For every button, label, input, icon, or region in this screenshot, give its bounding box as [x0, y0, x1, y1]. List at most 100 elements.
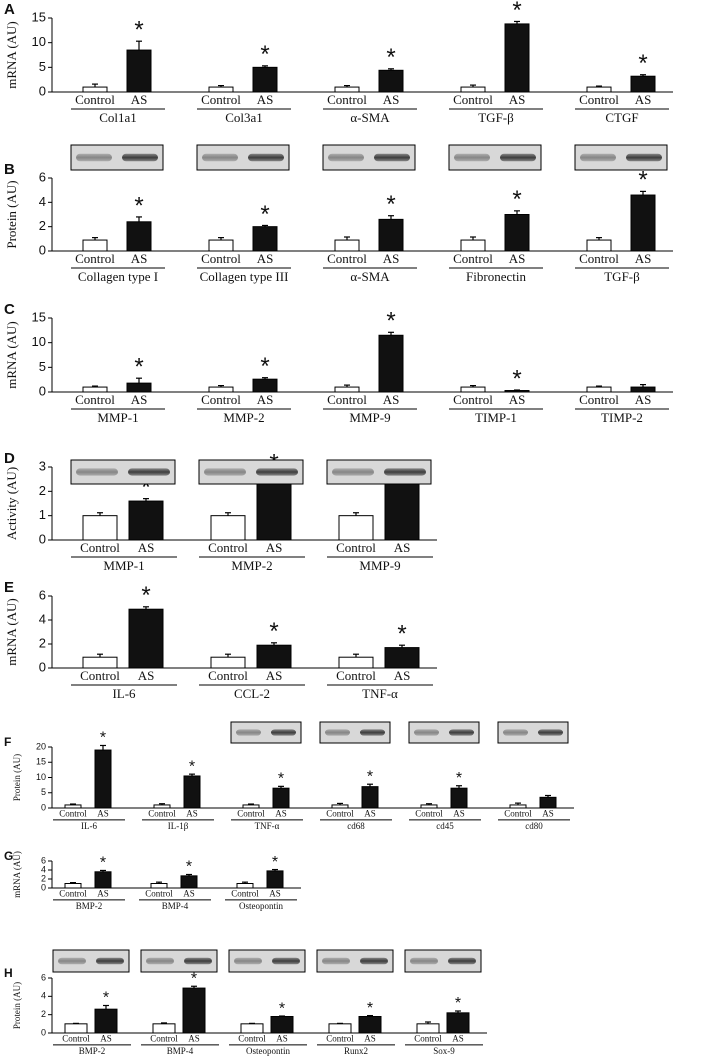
group-label: AS [509, 92, 526, 107]
blot-band [271, 729, 296, 736]
x-tick-label: Col3a1 [225, 110, 263, 125]
x-tick-label: TIMP-2 [601, 410, 643, 425]
x-tick-label: IL-6 [112, 686, 136, 701]
group-label: AS [635, 392, 652, 407]
y-tick-label: 0 [39, 531, 46, 546]
blot-band [256, 468, 298, 476]
group-label: Control [326, 808, 354, 818]
bar [334, 239, 360, 252]
bar [450, 787, 468, 809]
x-tick-label: Fibronectin [466, 269, 526, 284]
significance: * [638, 167, 647, 194]
bar [94, 749, 112, 809]
x-tick-label: MMP-1 [103, 558, 144, 573]
blot-band [454, 153, 490, 162]
panel-letter: F [4, 735, 11, 749]
bar [460, 239, 486, 252]
group-label: AS [542, 808, 554, 818]
x-tick-label: BMP-4 [167, 1046, 194, 1056]
significance: * [141, 474, 150, 501]
bar [416, 1023, 440, 1034]
group-label: AS [97, 888, 109, 898]
group-label: AS [188, 1033, 200, 1043]
group-label: Control [414, 1033, 442, 1043]
blot-band [122, 153, 158, 162]
significance: * [134, 354, 143, 381]
x-tick-label: TGF-β [478, 110, 514, 125]
blot-band [414, 729, 439, 736]
bar [94, 1008, 118, 1034]
blot [230, 721, 302, 744]
significance: * [100, 730, 106, 747]
x-tick-label: MMP-9 [359, 558, 400, 573]
y-tick-label: 0 [39, 242, 46, 257]
bar [210, 656, 246, 669]
group-label: Control [75, 251, 115, 266]
y-tick-label: 6 [41, 972, 46, 982]
group-label: AS [266, 540, 283, 555]
x-tick-label: Osteopontin [239, 901, 283, 911]
x-tick-label: α-SMA [350, 110, 390, 125]
significance: * [272, 854, 278, 871]
group-label: Control [336, 668, 376, 683]
blot-band [384, 468, 426, 476]
bar [586, 239, 612, 252]
bar [126, 382, 152, 393]
bar [236, 883, 254, 889]
blot [497, 721, 569, 744]
x-tick-label: Runx2 [344, 1046, 368, 1056]
blot-band [500, 153, 536, 162]
bar [252, 226, 278, 252]
x-tick-label: Col1a1 [99, 110, 137, 125]
group-label: Control [326, 1033, 354, 1043]
blot-band [580, 153, 616, 162]
y-tick-label: 5 [39, 359, 46, 374]
group-label: Control [453, 92, 493, 107]
y-axis-label: mRNA (AU) [4, 321, 19, 389]
blot-band [204, 468, 246, 476]
group-label: AS [131, 251, 148, 266]
blot [52, 949, 130, 973]
x-tick-label: MMP-2 [231, 558, 272, 573]
group-label: AS [138, 668, 155, 683]
group-label: AS [183, 888, 195, 898]
y-tick-label: 10 [36, 772, 46, 782]
group-label: AS [257, 251, 274, 266]
significance: * [103, 990, 109, 1007]
panel: H Protein (AU) 0 2 4 6 Control AS * BMP-2 Control A… [4, 949, 487, 1056]
y-tick-label: 0 [41, 1027, 46, 1037]
bar [182, 987, 206, 1034]
x-tick-label: cd68 [347, 821, 365, 831]
bar [338, 656, 374, 669]
group-label: AS [452, 1033, 464, 1043]
x-tick-label: BMP-2 [79, 1046, 106, 1056]
group-label: Control [453, 392, 493, 407]
x-tick-label: BMP-4 [162, 901, 189, 911]
bar [328, 1023, 352, 1034]
y-tick-label: 4 [39, 194, 46, 209]
group-label: Control [579, 392, 619, 407]
bar [504, 214, 530, 252]
y-tick-label: 0 [41, 882, 46, 892]
group-label: AS [509, 392, 526, 407]
group-label: Control [579, 92, 619, 107]
y-tick-label: 3 [39, 458, 46, 473]
blot [140, 949, 218, 973]
blot [319, 721, 391, 744]
bar [208, 239, 234, 252]
panel-letter: D [4, 450, 15, 467]
group-label: AS [364, 808, 376, 818]
x-tick-label: Sox-9 [433, 1046, 455, 1056]
x-tick-label: Collagen type III [200, 269, 289, 284]
significance: * [397, 621, 406, 648]
blot-band [272, 957, 300, 965]
y-axis-label: mRNA (AU) [4, 598, 19, 666]
x-tick-label: IL-6 [81, 821, 97, 831]
bar [126, 221, 152, 252]
blot-band [236, 729, 261, 736]
group-label: AS [97, 808, 109, 818]
